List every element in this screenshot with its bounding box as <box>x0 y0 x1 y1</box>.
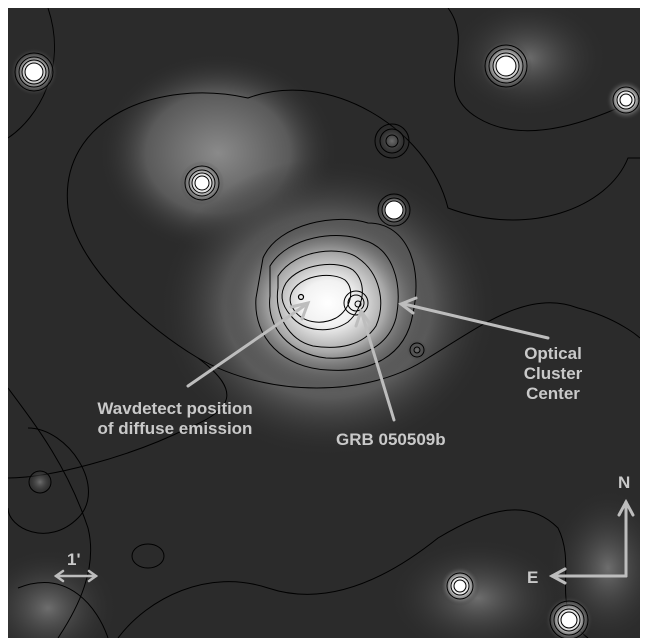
compass-north-label: N <box>618 473 631 492</box>
source-bottom-mid <box>440 566 480 606</box>
source-faint-left <box>26 468 54 496</box>
wavdetect-label: Wavdetect position of diffuse emission <box>70 399 280 439</box>
wavdetect-label-line1: Wavdetect position <box>97 399 253 418</box>
annotation-arrows <box>53 296 635 585</box>
source-bottom-right <box>545 596 593 638</box>
scale-label: 1' <box>67 550 81 569</box>
source-upper-mid <box>374 123 410 159</box>
optical-label-line1: Optical <box>524 344 582 363</box>
point-sources <box>10 40 640 638</box>
grb-label: GRB 050509b <box>336 430 446 449</box>
scale-bar <box>53 569 99 583</box>
wavdetect-label-line2: of diffuse emission <box>97 419 253 438</box>
compass-arrows <box>548 498 635 585</box>
source-top-left <box>10 48 58 96</box>
grb-arrow <box>354 307 396 422</box>
optical-cluster-label: Optical Cluster Center <box>516 344 590 404</box>
optical-label-line3: Center <box>526 384 580 403</box>
source-right-edge <box>606 80 640 120</box>
source-small-center <box>407 340 427 360</box>
diffuse-glow <box>8 8 640 638</box>
source-bright-mid <box>377 193 411 227</box>
optical-label-line2: Cluster <box>523 364 583 383</box>
compass-east-label: E <box>527 568 539 587</box>
optical-arrow <box>397 296 550 340</box>
source-upper-left <box>180 161 224 205</box>
source-top-right <box>480 40 532 92</box>
wavdetect-arrow <box>186 300 311 388</box>
xray-image: Wavdetect position of diffuse emission G… <box>8 8 640 638</box>
xray-image-svg <box>8 8 640 638</box>
cluster-contours <box>255 218 417 371</box>
